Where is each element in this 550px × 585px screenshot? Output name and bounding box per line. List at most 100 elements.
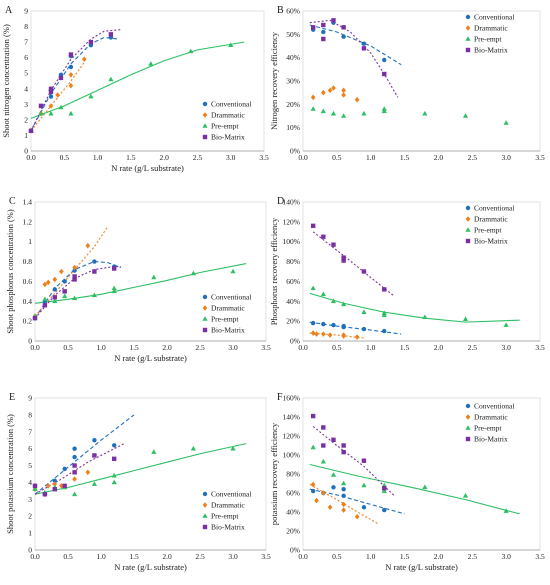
point-pre-empt [230, 268, 236, 274]
y-axis-label: Phosphorus recovery efficiency [269, 217, 279, 325]
point-pre-empt [151, 274, 157, 280]
x-tick-label: 2.0 [434, 343, 444, 352]
point-pre-empt [320, 108, 326, 114]
legend-marker-pre-empt [202, 316, 208, 321]
point-bio-matrix [72, 470, 77, 475]
x-tick-label: 3.0 [501, 552, 511, 561]
y-tick-label: 9 [24, 7, 28, 16]
legend-marker-drammatic [202, 305, 208, 311]
point-bio-matrix [310, 413, 316, 419]
point-pre-empt [230, 445, 236, 451]
point-pre-empt [361, 309, 367, 315]
y-tick-label: 3 [28, 495, 32, 504]
point-bio-matrix [72, 277, 77, 282]
y-axis-label: Shoot potassium concentration (%) [5, 414, 15, 534]
point-pre-empt [381, 312, 387, 317]
panel-c: C 0.0 0.5 1.0 1.5 2.0 2.5 3.0 3.5 0 0.2 0.4 0.6 0.8 1 1… [5, 196, 271, 363]
point-drammatic [341, 501, 346, 508]
legend-label: Bio-Matrix [474, 237, 508, 246]
point-conventional [341, 324, 346, 330]
point-drammatic [354, 334, 360, 340]
y-tick-label: 60% [286, 7, 300, 16]
point-drammatic [331, 85, 336, 91]
point-pre-empt [151, 449, 157, 454]
point-conventional [341, 34, 346, 39]
y-tick-label: 60% [286, 489, 300, 498]
legend-marker-conventional [202, 491, 208, 497]
x-tick-label: 0.0 [30, 552, 40, 561]
point-drammatic [48, 103, 54, 109]
point-pre-empt [38, 110, 44, 116]
y-axis-label: Shoot nitrogen concentration (%) [1, 24, 11, 138]
point-pre-empt [361, 482, 367, 488]
point-pre-empt [320, 458, 326, 464]
point-bio-matrix [321, 22, 326, 28]
point-bio-matrix [112, 266, 117, 271]
point-pre-empt [341, 480, 347, 486]
y-tick-label: 100% [283, 451, 301, 460]
point-bio-matrix [42, 303, 48, 308]
point-bio-matrix [382, 287, 387, 292]
trendline-bio-matrix [30, 29, 121, 132]
point-pre-empt [32, 486, 38, 491]
point-conventional [52, 478, 57, 483]
point-bio-matrix [361, 269, 367, 274]
legend-marker-bio-matrix [465, 47, 471, 53]
x-tick-label: 1.5 [400, 552, 410, 561]
x-tick-label: 2.5 [195, 343, 205, 352]
x-tick-label: 0.5 [63, 343, 73, 352]
point-bio-matrix [48, 89, 54, 95]
legend-label: Drammatic [474, 24, 508, 33]
point-pre-empt [310, 285, 316, 291]
y-tick-label: 20% [286, 527, 300, 536]
point-pre-empt [310, 106, 316, 111]
point-bio-matrix [72, 274, 77, 279]
legend-marker-conventional [465, 403, 471, 409]
point-conventional [382, 328, 387, 334]
x-tick-label: 1.5 [129, 552, 139, 561]
x-tick-label: 3.5 [259, 153, 269, 162]
point-drammatic [341, 333, 346, 339]
y-axis-label: Nitrogen recovery efficiency [269, 31, 279, 130]
point-pre-empt [91, 292, 97, 298]
trendline-bio-matrix [312, 426, 395, 497]
legend-marker-bio-matrix [202, 524, 208, 530]
point-pre-empt [111, 285, 117, 291]
point-conventional [92, 259, 97, 264]
panel-d: D 0.0 0.5 1.0 1.5 2.0 2.5 3.0 3.5 0% 20% 40% 60% 80% 1… [269, 196, 545, 352]
trendline-pre-empt [34, 443, 247, 495]
point-drammatic [327, 504, 333, 511]
y-tick-label: 80% [286, 257, 300, 266]
panel-label: E [9, 392, 15, 403]
x-tick-label: 2.0 [434, 153, 444, 162]
x-tick-label: 2.0 [159, 153, 169, 162]
point-drammatic [55, 92, 60, 98]
legend-marker-pre-empt [202, 513, 208, 518]
point-conventional [331, 322, 336, 328]
x-tick-label: 3.5 [535, 343, 545, 352]
x-tick-label: 2.5 [195, 552, 205, 561]
point-drammatic [327, 87, 333, 94]
point-pre-empt [361, 110, 367, 116]
y-tick-label: 100% [283, 237, 301, 246]
point-pre-empt [462, 493, 469, 498]
point-drammatic [52, 481, 58, 487]
point-conventional [72, 268, 77, 273]
y-tick-label: 0.6 [23, 277, 33, 286]
trendline-conventional [34, 414, 135, 495]
y-tick-label: 0% [290, 546, 300, 555]
x-tick-label: 3.0 [228, 343, 238, 352]
point-bio-matrix [321, 234, 326, 239]
legend-marker-drammatic [202, 112, 208, 118]
trendline-conventional [30, 36, 118, 132]
point-bio-matrix [341, 449, 346, 455]
x-tick-label: 2.5 [468, 552, 478, 561]
legend-marker-pre-empt [465, 36, 471, 41]
y-tick-label: 5 [24, 69, 28, 78]
x-tick-label: 3.0 [501, 153, 511, 162]
point-conventional [52, 287, 57, 292]
panel-e: E 0.0 0.5 1.0 1.5 2.0 2.5 3.0 3.5 0 1 2 3 4 5 6 7 8 9 N rat… [5, 392, 271, 572]
point-conventional [112, 443, 117, 448]
y-tick-label: 1.2 [23, 217, 33, 226]
legend-label: Bio-Matrix [474, 46, 508, 55]
